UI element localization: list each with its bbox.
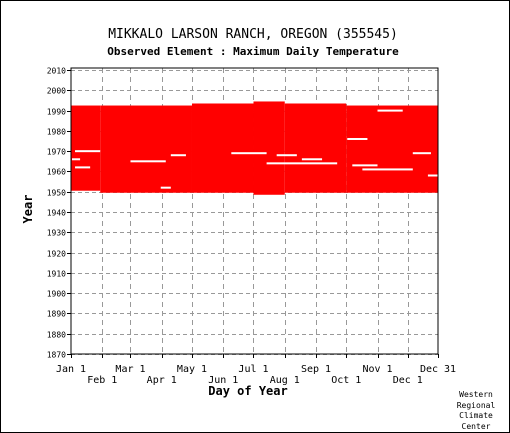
missing-data-span (75, 166, 91, 169)
credit-line: Western (459, 390, 493, 399)
x-tick-label: Oct 1 (331, 375, 361, 386)
x-tick-label: Aug 1 (270, 375, 300, 386)
missing-data-span (347, 137, 368, 140)
y-tick-label: 1910 (47, 270, 66, 279)
x-tick-label: Dec 31 (420, 364, 456, 375)
y-axis-ticks: 1870 1880 1890 1900 1910 1920 1930 1940 1950 1960… (47, 67, 71, 360)
y-tick-label: 1890 (47, 310, 66, 319)
missing-data-span (130, 160, 166, 163)
chart-subtitle: Observed Element : Maximum Daily Tempera… (107, 45, 399, 58)
observed-period-block (191, 103, 254, 193)
x-tick-label: May 1 (177, 364, 207, 375)
missing-data-span (231, 152, 267, 155)
y-tick-label: 1970 (47, 148, 66, 157)
source-credit: Western Regional Climate Center (446, 390, 506, 432)
x-tick-label: Sep 1 (301, 364, 331, 375)
y-tick-label: 1920 (47, 250, 66, 259)
x-tick-label: Dec 1 (393, 375, 423, 386)
credit-line: Climate (459, 411, 493, 420)
y-tick-label: 1930 (47, 229, 66, 238)
observed-period-block (284, 103, 347, 193)
y-axis-label: Year (21, 195, 35, 224)
x-tick-label: Apr 1 (147, 375, 177, 386)
missing-data-span (362, 168, 413, 171)
y-tick-label: 2000 (47, 87, 66, 96)
x-tick-label: Feb 1 (87, 375, 117, 386)
y-tick-label: 1980 (47, 128, 66, 137)
chart-title: MIKKALO LARSON RANCH, OREGON (355545) (108, 27, 398, 42)
missing-data (72, 109, 438, 189)
missing-data-span (427, 174, 438, 177)
observed-period-block (71, 105, 101, 191)
missing-data-span (352, 164, 378, 167)
y-tick-label: 1880 (47, 331, 66, 340)
missing-data-span (276, 154, 297, 157)
y-tick-label: 1990 (47, 108, 66, 117)
missing-data-span (266, 162, 338, 165)
x-axis-ticks: Jan 1 Mar 1 May 1 Jul 1 Sep 1 Nov 1 Dec 31 Feb … (56, 354, 456, 386)
plot-border (70, 67, 439, 355)
x-tick-label: Mar 1 (115, 364, 145, 375)
missing-data-span (377, 109, 403, 112)
x-axis-label: Day of Year (208, 384, 287, 398)
observed-period-block (346, 105, 438, 193)
credit-line: Regional (456, 400, 496, 410)
observed-period-block (253, 101, 285, 195)
y-tick-label: 1940 (47, 209, 66, 218)
observed-period-block (100, 105, 192, 193)
y-tick-label: 1870 (47, 351, 66, 360)
missing-data-span (301, 158, 323, 161)
missing-data-span (160, 186, 171, 189)
y-tick-label: 1960 (47, 168, 66, 177)
x-tick-label: Jul 1 (238, 364, 268, 375)
y-tick-label: 2010 (47, 67, 66, 76)
y-tick-label: 1950 (47, 189, 66, 198)
data-marks (71, 101, 438, 195)
x-tick-label: Jan 1 (56, 364, 86, 375)
missing-data-span (75, 150, 101, 153)
credit-line: Center (461, 421, 491, 431)
x-tick-label: Nov 1 (362, 364, 392, 375)
missing-data-span (412, 152, 431, 155)
missing-data-span (170, 154, 186, 157)
missing-data-span (72, 158, 81, 161)
y-tick-label: 1900 (47, 290, 66, 299)
x-tick-label: Jun 1 (208, 375, 238, 386)
